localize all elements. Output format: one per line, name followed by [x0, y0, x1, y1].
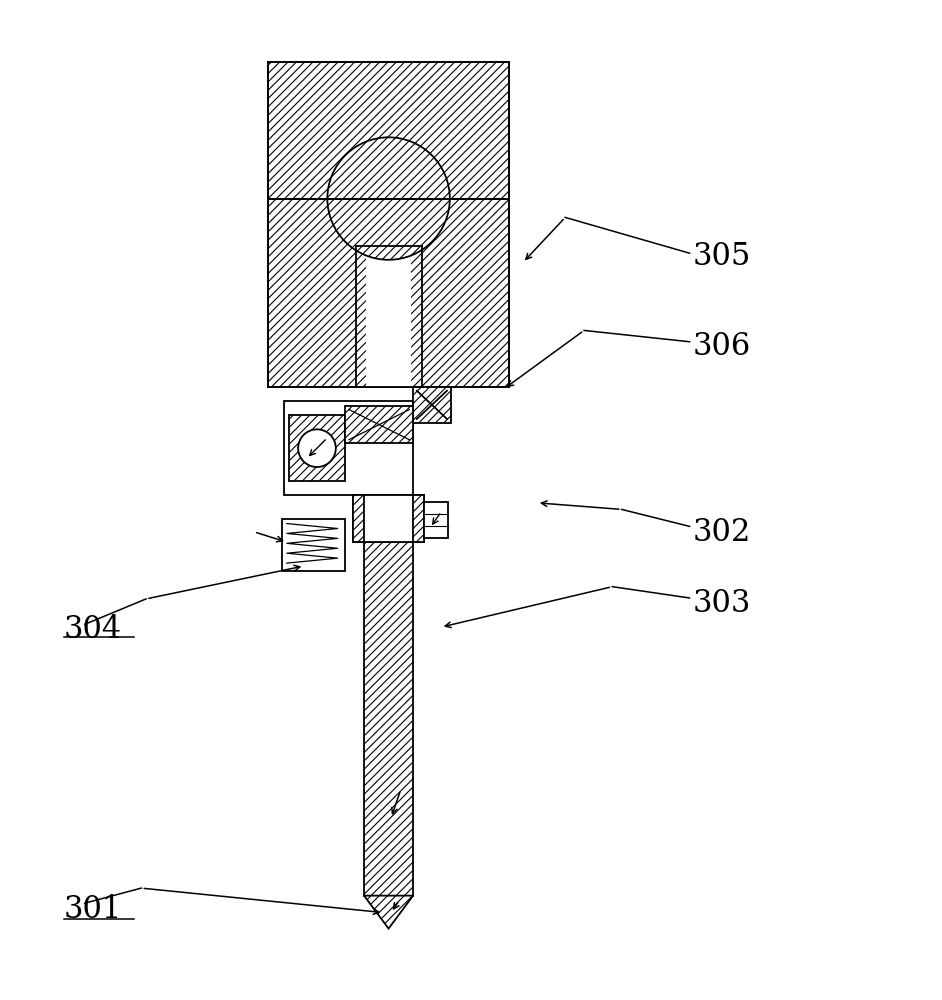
Circle shape — [298, 429, 335, 467]
Bar — [413, 495, 424, 542]
Bar — [268, 62, 509, 199]
Text: 301: 301 — [64, 894, 122, 925]
Bar — [345, 406, 413, 443]
Bar — [282, 519, 345, 571]
Bar — [284, 401, 413, 495]
Bar — [268, 199, 509, 387]
Text: 305: 305 — [692, 241, 751, 272]
Bar — [268, 62, 509, 199]
Bar — [413, 387, 450, 423]
Bar — [268, 199, 509, 387]
Bar — [352, 495, 364, 542]
Bar — [364, 542, 413, 896]
Bar — [352, 495, 424, 542]
Text: 304: 304 — [64, 614, 122, 645]
Bar — [288, 415, 345, 481]
Text: 302: 302 — [692, 517, 751, 548]
Circle shape — [328, 137, 450, 260]
Bar — [424, 502, 448, 538]
Circle shape — [328, 137, 450, 260]
Bar — [365, 246, 411, 387]
Polygon shape — [364, 896, 413, 929]
Text: 303: 303 — [692, 588, 751, 619]
Text: 306: 306 — [692, 331, 751, 362]
